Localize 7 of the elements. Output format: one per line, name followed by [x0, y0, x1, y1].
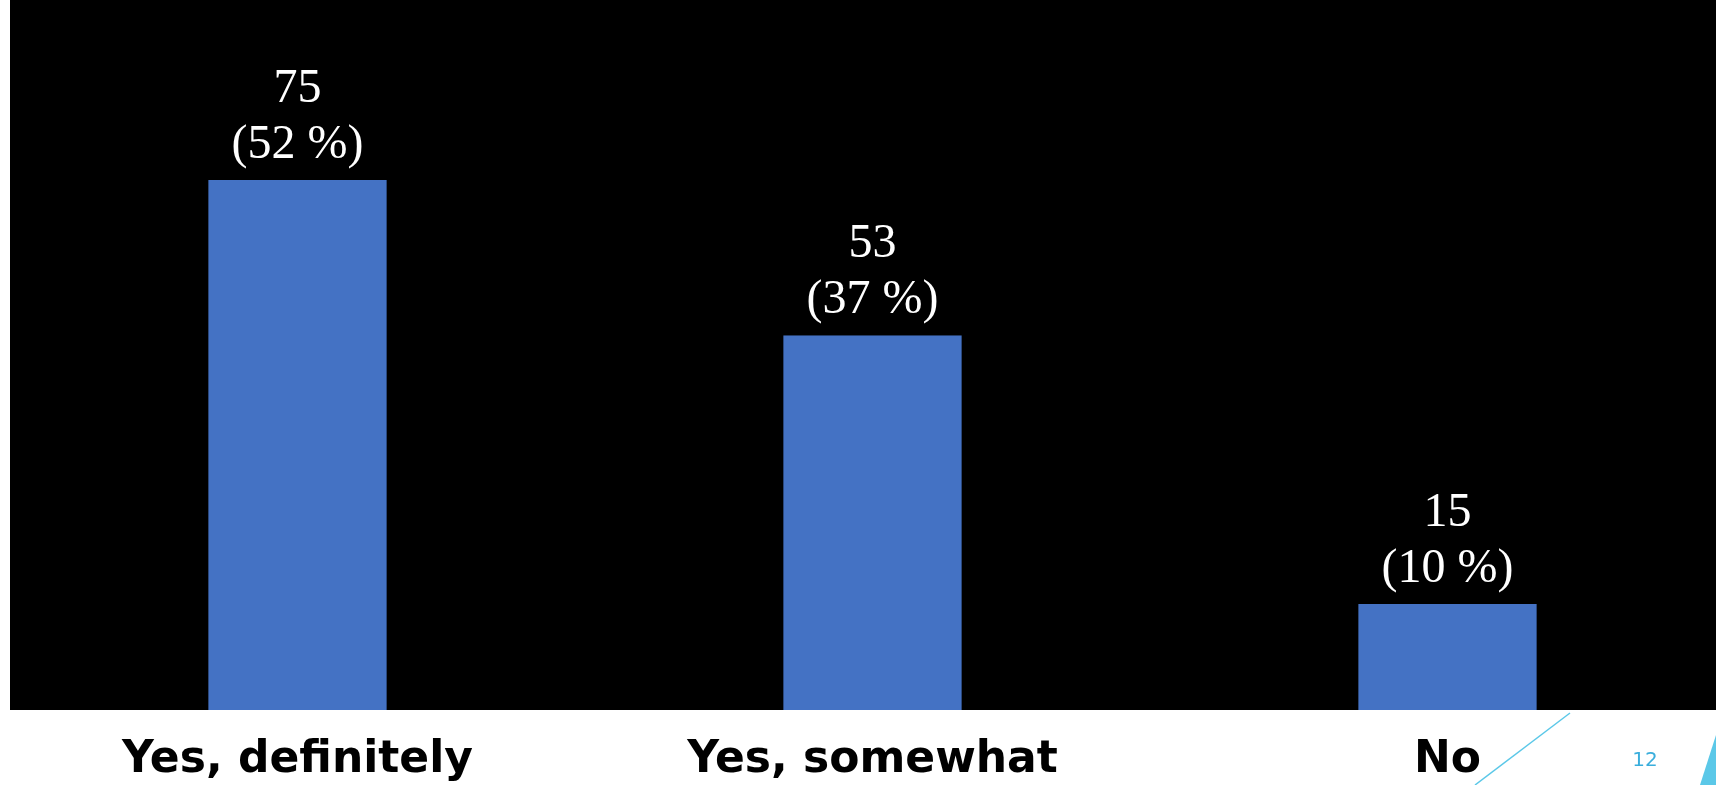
x-tick-label: Yes, definitely: [121, 731, 473, 782]
x-tick-label: No: [1413, 731, 1482, 782]
x-tick-label: Yes, somewhat: [686, 731, 1058, 782]
data-label: 75 (52 %): [231, 59, 364, 169]
text: 12: [1632, 747, 1658, 771]
data-label: 53 (37 %): [806, 214, 939, 325]
data-label: 15 (10 %): [1381, 483, 1514, 593]
